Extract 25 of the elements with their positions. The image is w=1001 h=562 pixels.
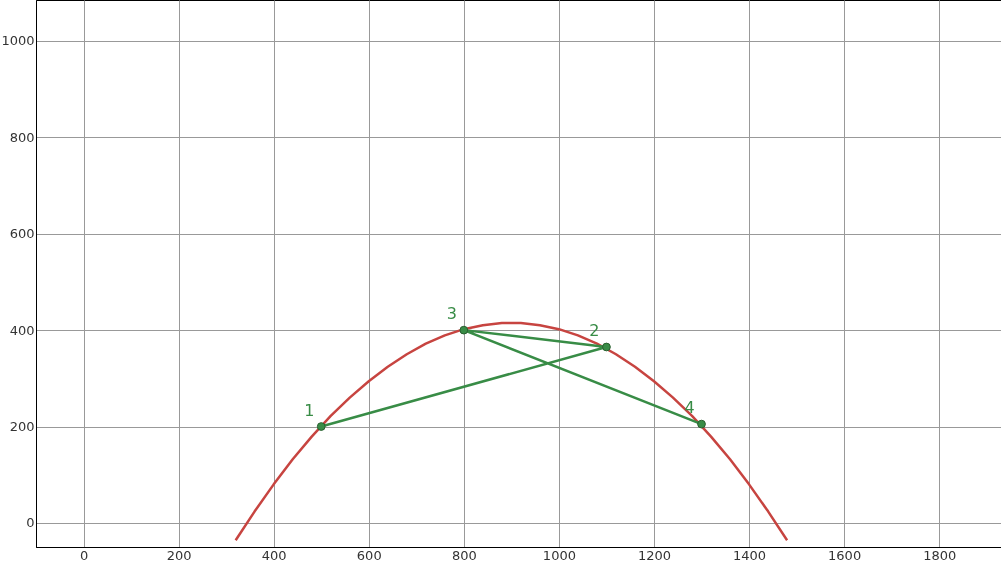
x-tick-label: 400 xyxy=(261,547,287,562)
y-tick-label: 800 xyxy=(9,129,35,145)
x-tick-label: 1600 xyxy=(828,547,862,562)
point xyxy=(697,419,706,429)
x-tick-label: 1200 xyxy=(637,547,672,562)
y-tick-label: 1000 xyxy=(1,33,35,49)
x-tick-label: 1400 xyxy=(733,547,767,562)
x-tick-label: 1000 xyxy=(542,547,576,562)
y-tick-label: 0 xyxy=(26,515,35,531)
x-tick-label: 1800 xyxy=(923,547,957,562)
y-tick-label: 600 xyxy=(9,226,35,242)
y-tick-label: 200 xyxy=(9,419,35,435)
x-tick-label: 0 xyxy=(79,547,89,562)
point xyxy=(602,342,611,352)
annotation: 1 xyxy=(304,400,315,420)
annotation: 4 xyxy=(684,398,695,418)
y-tick-label: 400 xyxy=(9,322,35,338)
line-series xyxy=(234,321,789,542)
x-tick-label: 600 xyxy=(356,547,382,562)
annotation: 2 xyxy=(589,321,600,340)
x-tick-label: 800 xyxy=(451,547,477,562)
point xyxy=(316,422,326,431)
annotation: 3 xyxy=(446,304,457,324)
x-tick-label: 200 xyxy=(166,547,192,562)
point xyxy=(459,325,469,335)
